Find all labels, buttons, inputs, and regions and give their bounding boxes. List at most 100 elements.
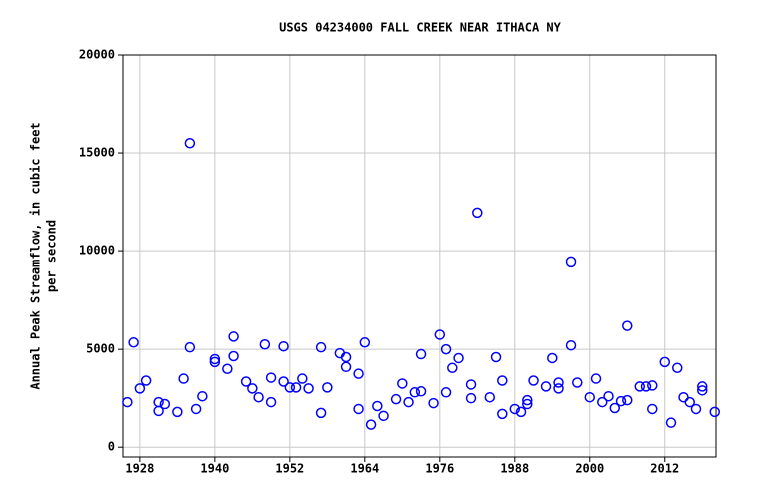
point — [278, 376, 289, 387]
point — [340, 361, 352, 373]
point — [290, 382, 302, 393]
point — [515, 406, 527, 418]
y-axis-label: per second — [45, 220, 59, 292]
chart-title: USGS 04234000 FALL CREEK NEAR ITHACA NY — [279, 21, 562, 35]
point — [390, 393, 402, 405]
y-tick-label: 5000 — [86, 342, 115, 356]
y-tick-label: 10000 — [79, 244, 115, 258]
point — [340, 351, 352, 363]
point — [609, 402, 621, 414]
point — [553, 377, 564, 388]
point — [372, 400, 383, 412]
point — [672, 362, 683, 374]
point — [434, 329, 446, 340]
x-tick-label: 2012 — [650, 462, 679, 476]
point — [572, 377, 583, 388]
point — [453, 352, 464, 364]
point — [184, 137, 196, 149]
y-axis-label: Annual Peak Streamflow, in cubic feet — [29, 122, 43, 389]
point — [665, 417, 677, 428]
point — [284, 382, 296, 393]
point — [278, 340, 289, 352]
point — [315, 407, 327, 419]
point — [153, 396, 164, 408]
point — [697, 381, 708, 392]
x-tick-label: 1988 — [500, 462, 529, 476]
point — [565, 256, 577, 268]
point — [403, 396, 414, 408]
point — [247, 383, 258, 394]
point — [440, 387, 452, 398]
point — [184, 341, 196, 353]
point — [209, 356, 221, 368]
point — [565, 339, 577, 351]
point — [647, 380, 658, 391]
point — [622, 320, 633, 331]
point — [122, 396, 133, 408]
point — [540, 381, 552, 392]
point — [509, 403, 521, 415]
point — [265, 396, 277, 408]
point — [522, 394, 533, 406]
point — [684, 396, 696, 408]
point — [590, 373, 602, 384]
point — [322, 382, 333, 393]
point — [190, 403, 202, 415]
y-tick-label: 15000 — [79, 146, 115, 160]
point — [497, 408, 508, 420]
point — [159, 398, 171, 410]
point — [222, 363, 233, 375]
point — [378, 410, 389, 422]
point — [209, 353, 221, 365]
y-tick-label: 20000 — [79, 48, 115, 62]
point — [709, 406, 721, 418]
point — [172, 406, 183, 418]
point — [697, 385, 708, 396]
point — [415, 386, 427, 397]
point — [359, 337, 371, 348]
x-tick-label: 2000 — [575, 462, 604, 476]
point — [647, 403, 658, 415]
point — [690, 403, 702, 415]
point — [528, 375, 539, 386]
point — [178, 373, 189, 384]
point — [615, 395, 627, 407]
point — [315, 341, 327, 353]
point — [397, 378, 408, 389]
point — [365, 419, 377, 430]
point — [465, 379, 477, 390]
point — [134, 383, 146, 394]
point — [197, 390, 208, 402]
plot-frame — [122, 54, 717, 458]
point — [640, 381, 652, 392]
point — [472, 207, 483, 219]
point — [603, 390, 614, 402]
y-tick-label: 0 — [108, 440, 115, 454]
point — [353, 403, 364, 415]
point — [409, 387, 421, 398]
point — [547, 352, 558, 364]
point — [490, 351, 502, 363]
point — [522, 398, 533, 410]
point — [228, 331, 239, 342]
point — [634, 381, 646, 392]
point — [659, 356, 671, 368]
point — [253, 391, 264, 403]
point — [678, 391, 689, 403]
point — [553, 383, 564, 394]
point — [622, 394, 633, 406]
x-tick-label: 1976 — [425, 462, 454, 476]
point — [447, 362, 458, 374]
point — [440, 343, 452, 355]
point — [484, 391, 496, 403]
point — [265, 372, 277, 383]
point — [128, 337, 139, 348]
point — [597, 396, 608, 408]
point — [465, 392, 477, 404]
point — [240, 376, 252, 387]
point — [428, 397, 439, 409]
point — [584, 391, 596, 403]
x-tick-label: 1940 — [200, 462, 229, 476]
point — [297, 373, 308, 384]
